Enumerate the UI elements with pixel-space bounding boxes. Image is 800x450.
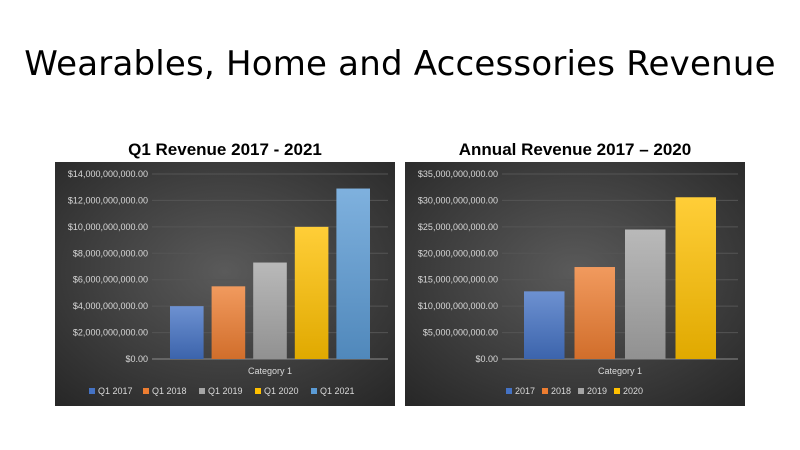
y-tick-label: $10,000,000,000.00	[418, 301, 498, 311]
legend-swatch	[143, 388, 149, 394]
y-tick-label: $25,000,000,000.00	[418, 222, 498, 232]
bar-2018	[574, 267, 615, 359]
y-tick-label: $30,000,000,000.00	[418, 195, 498, 205]
legend-swatch	[199, 388, 205, 394]
legend-label: 2019	[587, 386, 607, 396]
y-tick-label: $20,000,000,000.00	[418, 248, 498, 258]
chart-title-q1: Q1 Revenue 2017 - 2021	[128, 140, 322, 159]
legend-label: 2018	[551, 386, 571, 396]
y-tick-label: $5,000,000,000.00	[423, 328, 498, 338]
q1-revenue-chart-svg: $0.00 $2,000,000,000.00 $4,000,000,000.00 $…	[55, 162, 395, 406]
y-tick-label: $4,000,000,000.00	[73, 301, 148, 311]
y-tick-label: $35,000,000,000.00	[418, 169, 498, 179]
bar-q1-2019	[253, 262, 287, 359]
y-tick-label: $10,000,000,000.00	[68, 222, 148, 232]
bar-q1-2020	[294, 226, 329, 359]
q1-revenue-chart: $0.00 $2,000,000,000.00 $4,000,000,000.00 $…	[55, 162, 395, 406]
bar-2019	[625, 229, 666, 359]
y-tick-label: $0.00	[125, 354, 148, 364]
legend-swatch	[89, 388, 95, 394]
bar-q1-2021	[336, 188, 370, 359]
legend-label: Q1 2020	[264, 386, 299, 396]
legend-swatch	[311, 388, 317, 394]
y-tick-label: $12,000,000,000.00	[68, 195, 148, 205]
y-tick-label: $15,000,000,000.00	[418, 275, 498, 285]
legend-swatch	[255, 388, 261, 394]
category-label: Category 1	[598, 366, 642, 376]
legend-swatch	[506, 388, 512, 394]
y-tick-label: $8,000,000,000.00	[73, 248, 148, 258]
category-label: Category 1	[248, 366, 292, 376]
bar-q1-2017	[170, 306, 204, 359]
legend-label: Q1 2019	[208, 386, 243, 396]
bar-2017	[524, 291, 565, 359]
legend-swatch	[542, 388, 548, 394]
chart-title-annual: Annual Revenue 2017 – 2020	[458, 140, 692, 159]
legend-label: Q1 2021	[320, 386, 355, 396]
annual-revenue-chart-svg: $0.00 $5,000,000,000.00 $10,000,000,000.00…	[405, 162, 745, 406]
y-tick-label: $14,000,000,000.00	[68, 169, 148, 179]
legend-label: 2020	[623, 386, 643, 396]
y-tick-label: $6,000,000,000.00	[73, 275, 148, 285]
legend-label: 2017	[515, 386, 535, 396]
legend-swatch	[578, 388, 584, 394]
y-tick-label: $0.00	[475, 354, 498, 364]
slide-title: Wearables, Home and Accessories Revenue	[24, 44, 776, 84]
y-tick-label: $2,000,000,000.00	[73, 328, 148, 338]
legend-label: Q1 2017	[98, 386, 133, 396]
bar-q1-2018	[211, 286, 246, 359]
bar-2020	[675, 197, 716, 359]
legend-swatch	[614, 388, 620, 394]
legend-label: Q1 2018	[152, 386, 187, 396]
annual-revenue-chart: $0.00 $5,000,000,000.00 $10,000,000,000.00…	[405, 162, 745, 406]
